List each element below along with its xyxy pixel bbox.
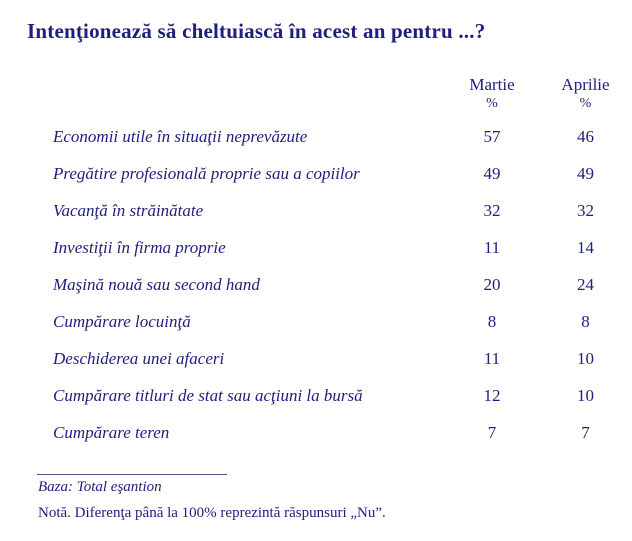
row-value-aprilie: 10 — [577, 386, 594, 405]
table-row: Cumpărare locuinţă 8 8 — [0, 311, 632, 348]
row-value-martie: 8 — [487, 312, 497, 331]
base-note: Baza: Total eşantion — [38, 479, 162, 495]
column-unit-aprilie: % — [579, 96, 592, 111]
row-value-aprilie: 32 — [577, 201, 594, 220]
column-name-aprilie: Aprilie — [561, 75, 610, 94]
difference-note: Notă. Diferenţa până la 100% reprezintă … — [38, 505, 386, 521]
row-label: Cumpărare locuinţă — [53, 312, 191, 331]
table-row: Vacanţă în străinătate 32 32 — [0, 200, 632, 237]
row-value-aprilie: 8 — [581, 312, 590, 331]
header-label-spacer — [0, 75, 445, 112]
row-label: Economii utile în situaţii neprevăzute — [53, 127, 308, 146]
table-header-row: Martie % Aprilie % — [0, 75, 632, 112]
table-row: Investiţii în firma proprie 11 14 — [0, 237, 632, 274]
row-value-aprilie: 10 — [577, 349, 594, 368]
column-header-martie: Martie % — [445, 75, 539, 112]
table-row: Cumpărare teren 7 7 — [0, 422, 632, 459]
table-row: Pregătire profesională proprie sau a cop… — [0, 163, 632, 200]
row-value-aprilie: 49 — [577, 164, 594, 183]
row-label: Cumpărare teren — [53, 423, 170, 442]
row-value-martie: 32 — [483, 201, 501, 220]
table-rows: Economii utile în situaţii neprevăzute 57… — [0, 126, 632, 459]
row-label: Maşină nouă sau second hand — [53, 275, 260, 294]
row-value-aprilie: 14 — [577, 238, 594, 257]
row-label: Investiţii în firma proprie — [53, 238, 226, 257]
row-value-martie: 11 — [483, 238, 501, 257]
table-row: Deschiderea unei afaceri 11 10 — [0, 348, 632, 385]
row-value-aprilie: 46 — [577, 127, 594, 146]
page-title: Intenţionează să cheltuiască în acest an… — [27, 19, 486, 43]
row-label: Vacanţă în străinătate — [53, 201, 204, 220]
table-row: Economii utile în situaţii neprevăzute 57… — [0, 126, 632, 163]
row-value-martie: 11 — [483, 349, 501, 368]
table-row: Cumpărare titluri de stat sau acţiuni la… — [0, 385, 632, 422]
row-label: Deschiderea unei afaceri — [53, 349, 225, 368]
row-value-martie: 7 — [487, 423, 497, 442]
row-label: Cumpărare titluri de stat sau acţiuni la… — [53, 386, 363, 405]
column-unit-martie: % — [486, 96, 498, 111]
column-name-martie: Martie — [469, 75, 515, 94]
row-label: Pregătire profesională proprie sau a cop… — [53, 164, 360, 183]
row-value-aprilie: 24 — [577, 275, 594, 294]
row-value-aprilie: 7 — [581, 423, 590, 442]
table-row: Maşină nouă sau second hand 20 24 — [0, 274, 632, 311]
column-header-aprilie: Aprilie % — [539, 75, 632, 112]
row-value-martie: 57 — [483, 127, 501, 146]
row-value-martie: 12 — [483, 386, 501, 405]
row-value-martie: 20 — [483, 275, 501, 294]
footnote-divider — [37, 474, 227, 475]
row-value-martie: 49 — [483, 164, 501, 183]
